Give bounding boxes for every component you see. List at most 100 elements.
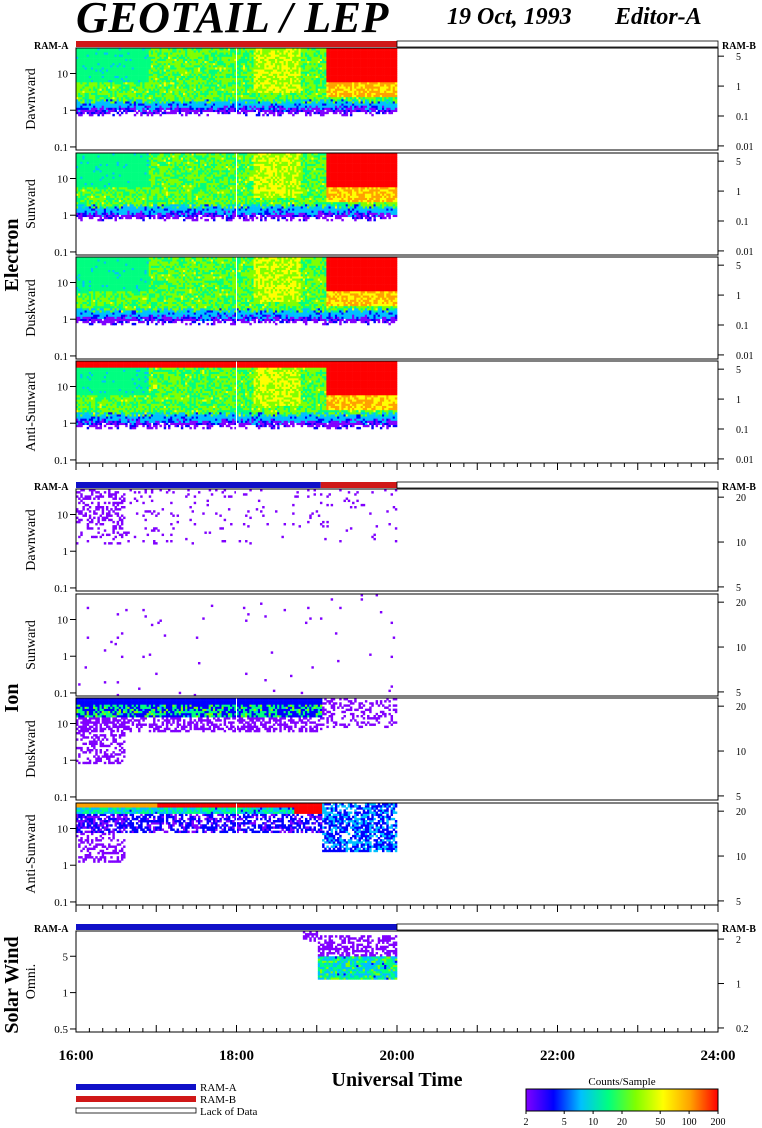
- spectrogram-cell: [168, 71, 171, 74]
- spectrogram-cell: [193, 111, 197, 115]
- spectrogram-cell: [313, 71, 316, 74]
- spectrogram-cell: [234, 101, 237, 104]
- spectrogram-cell: [105, 62, 109, 66]
- spectrogram-cell: [172, 60, 175, 64]
- spectrogram-cell: [97, 204, 100, 207]
- spectrogram-cell: [95, 172, 98, 175]
- spectrogram-cell: [204, 109, 207, 113]
- spectrogram-cell: [360, 77, 364, 81]
- spectrogram-cell: [125, 79, 128, 83]
- spectrogram-cell: [101, 75, 105, 79]
- spectrogram-cell: [97, 161, 100, 164]
- spectrogram-cell: [148, 67, 152, 70]
- spectrogram-cell: [108, 56, 111, 59]
- spectrogram-cell: [315, 73, 319, 76]
- spectrogram-cell: [200, 92, 203, 96]
- spectrogram-cell: [204, 96, 207, 100]
- spectrogram-cell: [210, 73, 214, 76]
- spectrogram-cell: [206, 101, 209, 104]
- spectrogram-cell: [197, 103, 201, 106]
- spectrogram-cell: [206, 103, 209, 106]
- spectrogram-cell: [343, 69, 346, 72]
- spectrogram-cell: [155, 67, 158, 70]
- spectrogram-cell: [195, 65, 199, 68]
- spectrogram-cell: [159, 69, 162, 72]
- spectrogram-cell: [90, 111, 94, 115]
- spectrogram-cell: [163, 65, 167, 68]
- spectrogram-cell: [356, 75, 359, 79]
- spectrogram-cell: [260, 101, 263, 104]
- spectrogram-cell: [334, 101, 338, 104]
- spectrogram-cell: [90, 94, 94, 98]
- spectrogram-cell: [294, 62, 297, 66]
- spectrogram-cell: [247, 79, 250, 83]
- spectrogram-cell: [253, 92, 257, 96]
- spectrogram-cell: [382, 86, 385, 89]
- spectrogram-cell: [287, 54, 291, 57]
- spectrogram-cell: [187, 75, 190, 79]
- spectrogram-cell: [377, 60, 381, 64]
- spectrogram-cell: [257, 62, 261, 66]
- spectrogram-cell: [125, 90, 128, 93]
- spectrogram-cell: [337, 67, 340, 70]
- spectrogram-cell: [172, 99, 175, 102]
- spectrogram-cell: [101, 58, 105, 62]
- spectrogram-cell: [360, 94, 364, 98]
- spectrogram-cell: [287, 103, 291, 106]
- spectrogram-cell: [377, 65, 381, 68]
- spectrogram-cell: [382, 88, 385, 91]
- spectrogram-cell: [217, 60, 220, 64]
- spectrogram-cell: [294, 52, 297, 55]
- spectrogram-cell: [105, 90, 109, 93]
- spectrogram-cell: [125, 62, 128, 66]
- spectrogram-cell: [150, 82, 154, 85]
- spectrogram-cell: [384, 84, 387, 87]
- spectrogram-cell: [153, 77, 156, 81]
- spectrogram-cell: [341, 82, 344, 85]
- spectrogram-cell: [334, 56, 338, 59]
- spectrogram-cell: [298, 50, 301, 53]
- spectrogram-cell: [174, 92, 177, 96]
- spectrogram-cell: [93, 176, 96, 179]
- spectrogram-cell: [95, 92, 98, 96]
- spectrogram-cell: [138, 101, 141, 104]
- spectrogram-cell: [236, 77, 239, 81]
- spectrogram-cell: [176, 94, 180, 98]
- spectrogram-cell: [262, 82, 265, 85]
- spectrogram-cell: [185, 50, 188, 53]
- spectrogram-cell: [392, 60, 396, 64]
- spectrogram-cell: [390, 90, 394, 93]
- spectrogram-cell: [317, 54, 321, 57]
- spectrogram-cell: [88, 197, 92, 201]
- spectrogram-cell: [292, 101, 295, 104]
- spectrogram-cell: [362, 105, 366, 108]
- spectrogram-cell: [382, 79, 385, 83]
- spectrogram-cell: [210, 99, 214, 102]
- spectrogram-cell: [114, 79, 117, 83]
- spectrogram-cell: [200, 107, 203, 110]
- spectrogram-cell: [251, 107, 254, 110]
- spectrogram-cell: [272, 75, 276, 79]
- spectrogram-cell: [294, 88, 297, 91]
- spectrogram-cell: [101, 82, 105, 85]
- spectrogram-cell: [129, 107, 132, 110]
- spectrogram-cell: [125, 48, 128, 51]
- spectrogram-cell: [337, 96, 340, 100]
- spectrogram-cell: [219, 107, 222, 110]
- spectrogram-cell: [285, 101, 289, 104]
- spectrogram-cell: [112, 77, 115, 81]
- spectrogram-cell: [88, 75, 92, 79]
- spectrogram-cell: [97, 163, 100, 167]
- spectrogram-cell: [97, 94, 100, 98]
- spectrogram-cell: [159, 99, 162, 102]
- spectrogram-cell: [362, 96, 366, 100]
- spectrogram-cell: [382, 58, 385, 62]
- spectrogram-cell: [90, 77, 94, 81]
- spectrogram-cell: [375, 67, 379, 70]
- spectrogram-cell: [78, 103, 81, 106]
- spectrogram-cell: [178, 67, 182, 70]
- spectrogram-cell: [390, 109, 394, 113]
- spectrogram-cell: [142, 86, 145, 89]
- spectrogram-cell: [249, 56, 252, 59]
- spectrogram-cell: [206, 65, 209, 68]
